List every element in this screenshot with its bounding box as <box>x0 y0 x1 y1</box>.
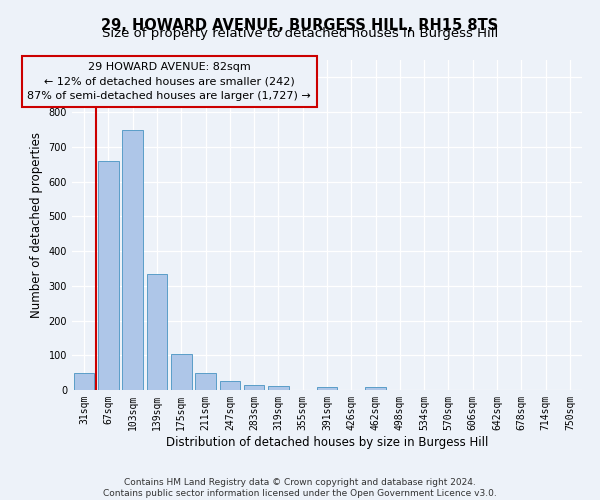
Bar <box>268 386 289 390</box>
Bar <box>244 385 265 390</box>
Bar <box>171 354 191 390</box>
Text: 29 HOWARD AVENUE: 82sqm
← 12% of detached houses are smaller (242)
87% of semi-d: 29 HOWARD AVENUE: 82sqm ← 12% of detache… <box>27 62 311 102</box>
Text: Contains HM Land Registry data © Crown copyright and database right 2024.
Contai: Contains HM Land Registry data © Crown c… <box>103 478 497 498</box>
Bar <box>74 374 94 390</box>
Bar <box>98 160 119 390</box>
Bar <box>220 382 240 390</box>
Text: Size of property relative to detached houses in Burgess Hill: Size of property relative to detached ho… <box>102 28 498 40</box>
Bar <box>122 130 143 390</box>
Y-axis label: Number of detached properties: Number of detached properties <box>30 132 43 318</box>
Bar <box>146 274 167 390</box>
Bar <box>317 387 337 390</box>
X-axis label: Distribution of detached houses by size in Burgess Hill: Distribution of detached houses by size … <box>166 436 488 448</box>
Bar <box>365 386 386 390</box>
Text: 29, HOWARD AVENUE, BURGESS HILL, RH15 8TS: 29, HOWARD AVENUE, BURGESS HILL, RH15 8T… <box>101 18 499 32</box>
Bar <box>195 372 216 390</box>
